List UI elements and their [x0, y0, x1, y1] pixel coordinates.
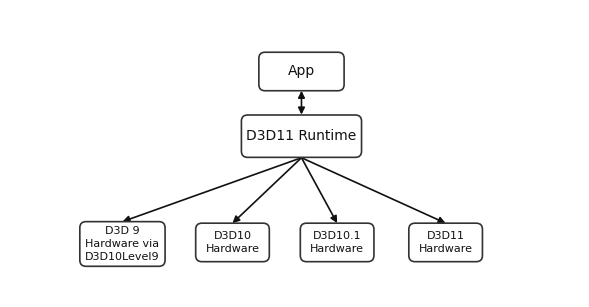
FancyBboxPatch shape: [241, 115, 362, 157]
Text: D3D10
Hardware: D3D10 Hardware: [206, 231, 260, 254]
Text: App: App: [288, 64, 315, 79]
FancyBboxPatch shape: [300, 223, 374, 262]
Text: D3D11 Runtime: D3D11 Runtime: [246, 129, 356, 143]
Text: D3D 9
Hardware via
D3D10Level9: D3D 9 Hardware via D3D10Level9: [85, 226, 160, 262]
FancyBboxPatch shape: [409, 223, 482, 262]
FancyBboxPatch shape: [80, 222, 165, 266]
Text: D3D10.1
Hardware: D3D10.1 Hardware: [310, 231, 364, 254]
Text: D3D11
Hardware: D3D11 Hardware: [419, 231, 472, 254]
FancyBboxPatch shape: [259, 52, 344, 91]
FancyBboxPatch shape: [196, 223, 269, 262]
